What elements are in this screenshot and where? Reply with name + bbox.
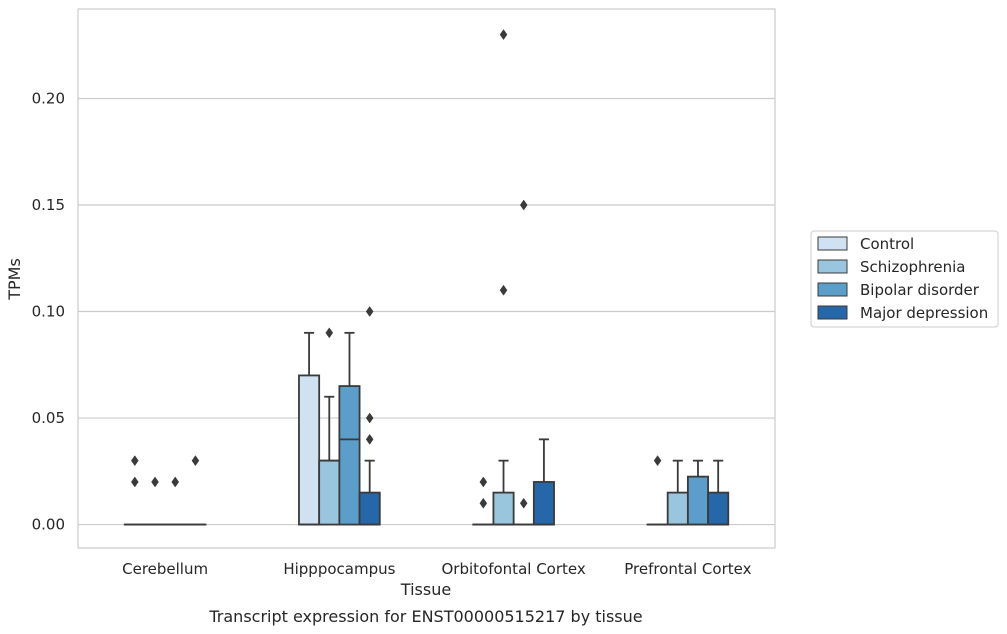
legend-label: Control [860,235,914,253]
y-tick-label: 0.20 [32,89,65,107]
outlier-point [653,455,662,467]
outlier-point [171,476,180,488]
y-tick-label: 0.00 [32,516,65,534]
category-group [472,29,555,526]
category-group [123,455,207,526]
outlier-point [365,306,374,317]
outlier-point [479,476,488,488]
y-tick-label: 0.05 [32,409,65,427]
legend-label: Schizophrenia [860,258,965,276]
y-tick-labels: 0.00 0.05 0.10 0.15 0.20 [32,89,65,533]
outlier-point [365,433,374,445]
outlier-point [519,497,528,509]
box [298,374,321,526]
legend-swatch [817,236,848,251]
outlier-point [499,284,508,296]
category-group [646,455,730,526]
plot-frame [77,8,776,549]
outlier-point [519,199,528,211]
box [666,491,689,526]
box [358,491,381,526]
legend-frame [810,230,999,328]
x-tick-labels: Cerebellum Hipppocampus Orbitofontal Corte… [122,560,751,578]
box [707,491,730,526]
box [338,385,361,526]
x-tick-label: Orbitofontal Cortex [442,560,586,578]
box [686,475,709,526]
outlier-point [499,29,508,41]
box [532,481,555,526]
box [492,491,515,526]
x-tick-label: Prefrontal Cortex [624,560,751,578]
x-tick-label: Hipppocampus [283,560,395,578]
outlier-point [479,497,488,509]
y-axis-label: TPMs [5,258,24,301]
box-groups [123,29,730,526]
outlier-point [131,455,139,467]
legend-label: Bipolar disorder [860,281,980,299]
outlier-point [191,455,200,467]
outlier-point [365,412,374,424]
outlier-point [131,476,139,488]
legend: Control Schizophrenia Bipolar disorder Majo… [810,230,999,328]
legend-swatch [817,282,848,297]
legend-label: Major depression [860,304,988,322]
outlier-point [151,476,159,488]
y-tick-label: 0.15 [32,196,65,214]
legend-swatch [817,259,848,274]
chart-caption: Transcript expression for ENST0000051521… [208,607,642,626]
gridlines [78,97,775,526]
outlier-point [325,327,334,339]
category-group [298,306,381,526]
y-tick-label: 0.10 [32,303,65,321]
x-tick-label: Cerebellum [122,560,208,578]
legend-swatch [817,305,848,320]
box [318,459,341,526]
x-axis-label: Tissue [400,580,451,599]
